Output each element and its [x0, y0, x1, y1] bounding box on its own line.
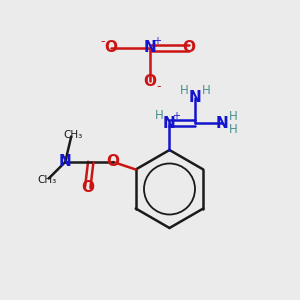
Text: N: N — [144, 40, 156, 56]
Text: N: N — [163, 116, 176, 130]
Text: H: H — [154, 109, 164, 122]
Text: -: - — [156, 80, 161, 93]
Text: +: + — [172, 111, 180, 122]
Text: N: N — [59, 154, 72, 169]
Text: CH₃: CH₃ — [63, 130, 83, 140]
Text: N: N — [189, 90, 201, 105]
Text: O: O — [81, 180, 94, 195]
Text: -: - — [100, 35, 105, 48]
Text: O: O — [182, 40, 196, 56]
Text: H: H — [229, 110, 238, 123]
Text: H: H — [202, 84, 211, 98]
Text: O: O — [143, 74, 157, 88]
Text: CH₃: CH₃ — [38, 175, 57, 185]
Text: H: H — [180, 84, 189, 98]
Text: H: H — [229, 123, 238, 136]
Text: O: O — [107, 154, 120, 169]
Text: N: N — [216, 116, 228, 130]
Text: +: + — [153, 36, 160, 46]
Text: O: O — [104, 40, 118, 56]
